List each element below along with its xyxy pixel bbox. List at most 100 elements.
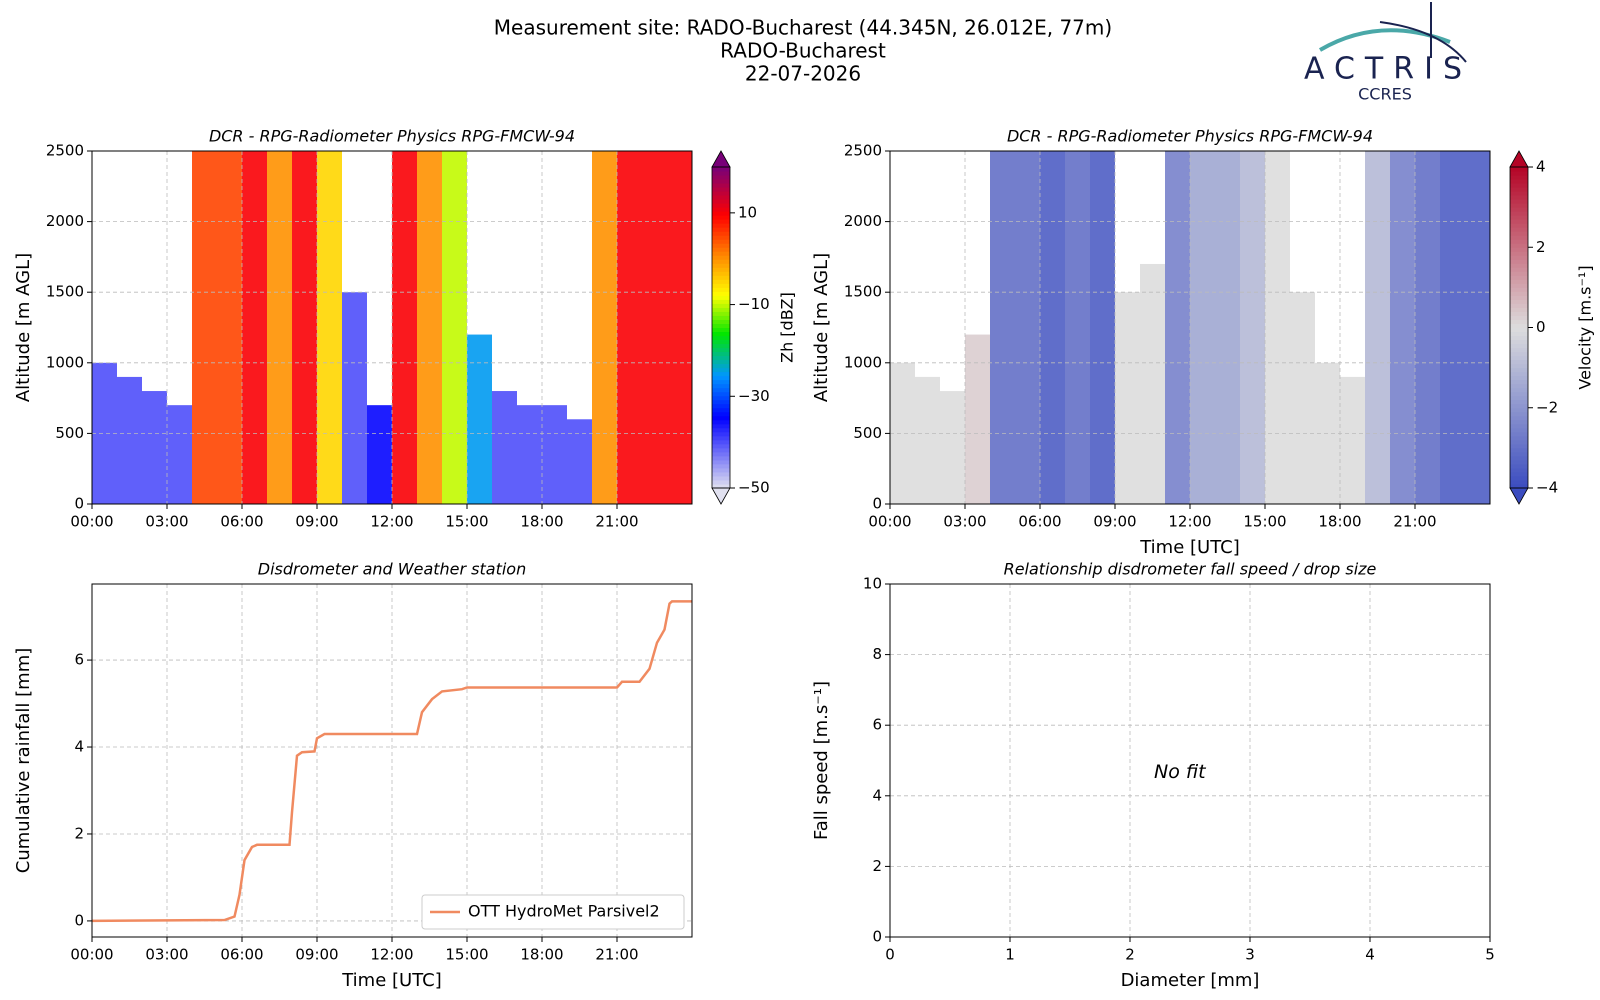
colorbar-extend (1509, 150, 1529, 168)
colorbar-cell (1510, 311, 1528, 316)
colorbar-cell (1510, 231, 1528, 236)
colorbar-cell (712, 319, 730, 324)
line (91, 600, 692, 923)
y-tick-label: 2000 (46, 212, 84, 230)
colorbar-cell (1510, 351, 1528, 357)
heatmap-column (617, 151, 642, 504)
colorbar-cell (712, 343, 730, 349)
heatmap-column (342, 292, 367, 504)
colorbar-cell (712, 379, 730, 385)
y-tick-label: 2 (74, 824, 84, 842)
colorbar-cell (712, 299, 730, 304)
y-tick-label: 4 (74, 738, 84, 756)
colorbar-cell (712, 287, 730, 292)
heatmap-column (1465, 151, 1490, 504)
panel-title: Relationship disdrometer fall speed / dr… (1004, 560, 1377, 579)
panel: Disdrometer and Weather station 00:00 03:0… (13, 560, 693, 991)
colorbar-cell (1510, 479, 1528, 485)
heatmap-column (367, 405, 392, 504)
colorbar-cell (1510, 383, 1528, 389)
colorbar-cell (712, 375, 730, 381)
colorbar-cell (1510, 227, 1528, 232)
panel-title: Disdrometer and Weather station (258, 560, 526, 579)
colorbar-cell (1510, 171, 1528, 176)
colorbar-cell (1510, 167, 1528, 172)
heatmap-column (517, 405, 542, 504)
heatmap-column (1415, 151, 1440, 504)
x-axis-label: Time [UTC] (341, 970, 442, 991)
colorbar-cell (1510, 191, 1528, 196)
date: 22-07-2026 (745, 62, 861, 86)
heatmap-column (542, 405, 567, 504)
x-tick-label: 18:00 (1318, 513, 1361, 531)
panel: DCR - RPG-Radiometer Physics RPG-FMCW-94… (811, 127, 1595, 559)
x-tick-label: 2 (1125, 946, 1135, 964)
colorbar-cell (712, 403, 730, 409)
colorbar-cell (1510, 447, 1528, 453)
heatmap-column (915, 376, 940, 504)
panel: Relationship disdrometer fall speed / dr… (811, 560, 1495, 992)
x-tick-label: 09:00 (1093, 513, 1136, 531)
x-tick-label: 15:00 (1243, 513, 1286, 531)
colorbar-tick-label: 4 (1536, 158, 1546, 176)
colorbar-cell (712, 471, 730, 477)
colorbar-cell (712, 179, 730, 184)
x-tick-label: 00:00 (70, 513, 113, 531)
heatmap-column (642, 151, 667, 504)
colorbar-cell (1510, 399, 1528, 405)
heatmap-column (1065, 151, 1090, 504)
heatmap-column (92, 362, 117, 504)
colorbar-cell (1510, 423, 1528, 429)
panel-title: DCR - RPG-Radiometer Physics RPG-FMCW-94 (209, 127, 575, 146)
heatmap-column (1240, 151, 1265, 504)
colorbar-cell (1510, 387, 1528, 393)
colorbar-cell (712, 183, 730, 188)
heatmap-column (1440, 151, 1465, 504)
y-tick-label: 4 (872, 786, 882, 804)
colorbar-cell (1510, 207, 1528, 212)
colorbar-extend (711, 150, 731, 168)
colorbar-cell (1510, 315, 1528, 320)
colorbar-cell (1510, 391, 1528, 397)
colorbar-cell (1510, 427, 1528, 433)
heatmap-column (1115, 292, 1140, 504)
heatmap-column (1390, 151, 1415, 504)
colorbar-cell (712, 239, 730, 244)
colorbar-cell (712, 275, 730, 280)
colorbar-tick-label: 2 (1536, 238, 1546, 256)
colorbar-cell (712, 291, 730, 296)
colorbar-cell (1510, 415, 1528, 421)
colorbar-cell (712, 171, 730, 176)
y-tick-label: 10 (863, 575, 882, 593)
colorbar-cell (712, 395, 730, 401)
colorbar-cell (712, 415, 730, 421)
colorbar-cell (1510, 339, 1528, 345)
colorbar-cell (1510, 183, 1528, 188)
colorbar-cell (712, 339, 730, 345)
colorbar-cell (1510, 363, 1528, 369)
colorbar-cell (1510, 407, 1528, 413)
x-tick-label: 06:00 (220, 946, 263, 964)
panel: DCR - RPG-Radiometer Physics RPG-FMCW-94… (13, 127, 797, 531)
colorbar-cell (712, 359, 730, 365)
y-axis-label: Fall speed [m.s⁻¹] (811, 681, 832, 840)
colorbar-cell (712, 311, 730, 316)
colorbar-cell (712, 303, 730, 308)
colorbar-cell (1510, 271, 1528, 276)
colorbar-cell (712, 191, 730, 196)
colorbar-cell (712, 351, 730, 357)
colorbar-cell (712, 399, 730, 405)
x-tick-label: 12:00 (370, 513, 413, 531)
colorbar-tick-label: 10 (738, 203, 757, 221)
colorbar-cell (1510, 267, 1528, 272)
colorbar-frame (711, 166, 731, 489)
colorbar-cell (712, 443, 730, 449)
colorbar-cell (712, 371, 730, 377)
colorbar-label: Zh [dBZ] (778, 292, 797, 363)
colorbar-cell (712, 227, 730, 232)
heatmap-column (1265, 151, 1290, 504)
heatmap-column (990, 151, 1015, 504)
y-tick-label: 6 (872, 716, 882, 734)
heatmap-column (117, 376, 142, 504)
